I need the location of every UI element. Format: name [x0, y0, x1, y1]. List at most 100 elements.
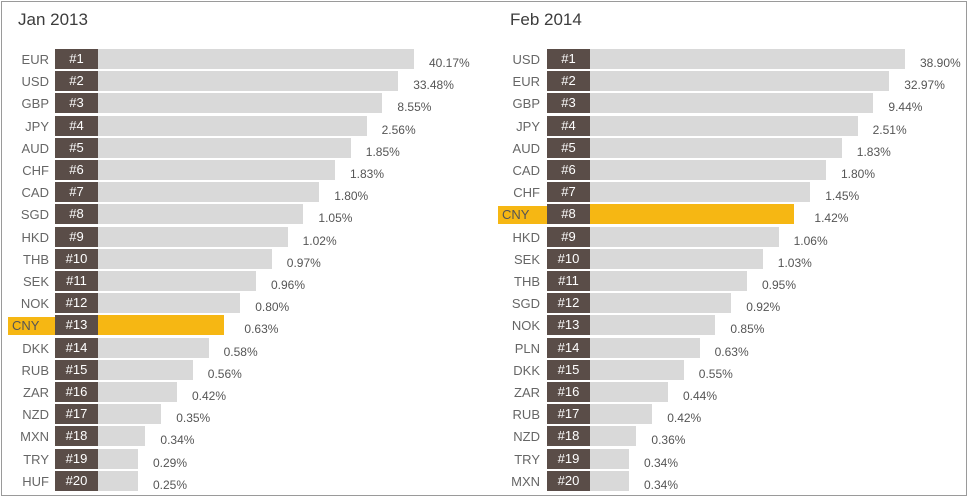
- rank-badge: #10: [55, 248, 98, 269]
- currency-code-label: JPY: [516, 118, 540, 134]
- rank-badge: #3: [55, 93, 98, 114]
- bar-row-pln: PLN #14 0.63%: [492, 337, 970, 359]
- currency-code-label: USD: [512, 52, 540, 67]
- bar-row-mxn: MXN #20 0.34%: [492, 470, 970, 492]
- currency-code-label: EUR: [21, 52, 49, 67]
- share-value-label: 1.05%: [318, 211, 353, 226]
- share-bar: [98, 248, 272, 269]
- currency-code-label: TRY: [514, 451, 540, 467]
- bar-row-hkd: HKD #9 1.06%: [492, 226, 970, 248]
- share-bar: [589, 71, 890, 92]
- rank-badge: #19: [55, 448, 98, 469]
- share-bar: [98, 337, 209, 358]
- share-bar: [589, 160, 826, 180]
- bar-row-jpy: JPY #4 2.51%: [492, 115, 970, 137]
- currency-code-label: THB: [514, 274, 540, 289]
- currency-code-label: RUB: [512, 407, 540, 423]
- rank-badge: #4: [55, 115, 98, 136]
- share-value-label: 1.85%: [365, 144, 400, 159]
- currency-code-label: PLN: [514, 340, 540, 356]
- currency-code-label: SEK: [22, 274, 49, 289]
- share-bar: [98, 359, 193, 380]
- share-value-label: 0.42%: [667, 411, 702, 426]
- share-value-label: 0.35%: [176, 411, 211, 426]
- bar-row-sek: SEK #10 1.03%: [492, 248, 970, 270]
- rank-badge: #18: [55, 426, 98, 447]
- rank-badge: #10: [547, 248, 590, 269]
- currency-code-label: JPY: [25, 118, 49, 134]
- bar-row-gbp: GBP #3 9.44%: [492, 93, 970, 115]
- rank-badge: #9: [55, 226, 98, 247]
- share-value-label: 0.56%: [207, 366, 242, 381]
- rank-badge: #9: [547, 226, 590, 247]
- share-bar: [589, 359, 684, 380]
- share-value-label: 38.90%: [920, 56, 961, 70]
- bar-row-sgd: SGD #12 0.92%: [492, 293, 970, 315]
- rank-badge: #14: [547, 337, 590, 358]
- share-bar: [98, 71, 399, 92]
- share-bar: [589, 248, 763, 269]
- currency-code-label: DKK: [513, 362, 540, 378]
- share-bar: [98, 404, 162, 425]
- share-bar: [589, 93, 874, 114]
- bar-row-sek: SEK #11 0.96%: [2, 271, 482, 292]
- rank-badge: #12: [547, 293, 590, 314]
- currency-code-label: ZAR: [23, 385, 49, 400]
- bar-row-aud: AUD #5 1.85%: [2, 137, 482, 159]
- rank-badge: #17: [547, 404, 590, 425]
- share-value-label: 0.63%: [244, 322, 279, 337]
- share-bar: [98, 426, 146, 447]
- currency-code-label: RUB: [21, 362, 49, 378]
- share-value-label: 2.56%: [381, 122, 416, 137]
- share-value-label: 1.83%: [350, 167, 385, 181]
- currency-code-label: NZD: [513, 429, 540, 445]
- share-value-label: 0.25%: [153, 477, 188, 492]
- share-value-label: 0.34%: [160, 433, 195, 448]
- rank-badge: #12: [55, 293, 98, 314]
- share-bar: [589, 49, 905, 69]
- share-value-label: 0.34%: [644, 455, 679, 470]
- bar-row-gbp: GBP #3 8.55%: [2, 93, 482, 115]
- share-value-label: 1.06%: [793, 233, 828, 248]
- bar-row-zar: ZAR #16 0.44%: [492, 382, 970, 403]
- currency-code-label: GBP: [21, 96, 49, 112]
- rank-badge: #15: [55, 359, 98, 380]
- share-value-label: 0.36%: [651, 433, 686, 448]
- rank-badge: #5: [547, 137, 590, 158]
- share-bar: [98, 137, 351, 158]
- currency-code-label: AUD: [512, 140, 540, 156]
- bar-row-sgd: SGD #8 1.05%: [2, 204, 482, 226]
- rank-badge: #18: [547, 426, 590, 447]
- share-bar: [589, 448, 629, 469]
- rank-badge: #7: [55, 182, 98, 203]
- share-bar: [589, 115, 858, 136]
- currency-code-label: CNY: [8, 317, 55, 336]
- rank-badge: #15: [547, 359, 590, 380]
- share-value-label: 1.80%: [841, 167, 876, 181]
- currency-code-label: THB: [23, 251, 49, 267]
- currency-code-label: SEK: [513, 251, 540, 267]
- rank-badge: #16: [547, 382, 590, 402]
- share-value-label: 0.58%: [223, 344, 258, 359]
- share-value-label: 32.97%: [904, 78, 945, 93]
- share-value-label: 40.17%: [429, 56, 470, 70]
- currency-code-label: HKD: [512, 229, 540, 245]
- rank-badge: #2: [547, 71, 590, 92]
- currency-code-label: TRY: [23, 451, 49, 467]
- bar-row-rub: RUB #15 0.56%: [2, 359, 482, 381]
- share-value-label: 1.83%: [856, 144, 891, 159]
- share-value-label: 0.92%: [746, 300, 781, 315]
- share-value-label: 9.44%: [888, 100, 923, 115]
- rank-badge: #17: [55, 404, 98, 425]
- currency-code-label: SGD: [511, 296, 540, 312]
- rank-badge: #4: [547, 115, 590, 136]
- currency-code-label: GBP: [512, 96, 540, 112]
- share-value-label: 8.55%: [397, 100, 432, 115]
- share-value-label: 0.96%: [271, 278, 306, 292]
- rank-badge: #19: [547, 448, 590, 469]
- currency-code-label: CHF: [22, 163, 49, 178]
- bar-row-dkk: DKK #14 0.58%: [2, 337, 482, 359]
- rank-badge: #1: [55, 49, 98, 69]
- share-value-label: 1.03%: [777, 255, 812, 270]
- share-value-label: 0.42%: [192, 389, 227, 403]
